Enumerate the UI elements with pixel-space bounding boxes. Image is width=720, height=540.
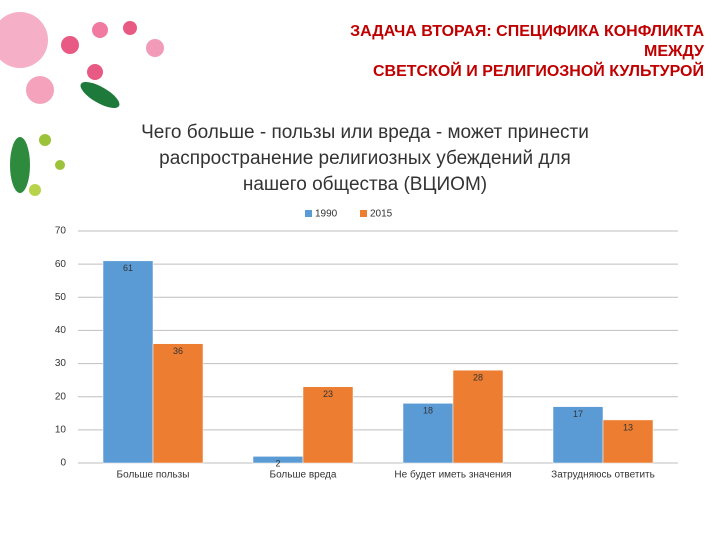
x-tick-label: Больше вреда: [270, 470, 337, 481]
slide-title: ЗАДАЧА ВТОРАЯ: СПЕЦИФИКА КОНФЛИКТА МЕЖДУ…: [264, 22, 704, 82]
decoration: [0, 12, 164, 196]
bar: [102, 260, 154, 464]
chart-title: Чего больше - пользы или вреда - может п…: [141, 122, 589, 195]
x-tick-label: Больше пользы: [117, 470, 190, 481]
data-label: 36: [173, 346, 183, 356]
y-tick-label: 10: [55, 424, 67, 435]
y-tick-label: 20: [55, 391, 67, 402]
y-tick-label: 40: [55, 325, 67, 336]
data-label: 13: [623, 422, 633, 432]
y-tick-label: 60: [55, 259, 67, 270]
slide-title-line: МЕЖДУ: [643, 43, 704, 60]
data-label: 28: [473, 373, 483, 383]
slide-title-line: ЗАДАЧА ВТОРАЯ: СПЕЦИФИКА КОНФЛИКТА: [350, 23, 704, 40]
slide-title-line: СВЕТСКОЙ И РЕЛИГИОЗНОЙ КУЛЬТУРОЙ: [372, 63, 704, 80]
data-label: 23: [323, 389, 333, 399]
legend-label: 2015: [370, 209, 393, 220]
bar: [302, 386, 354, 464]
y-tick-label: 0: [60, 458, 66, 469]
data-label: 17: [573, 409, 583, 419]
bar: [152, 343, 204, 464]
bar: [402, 403, 454, 464]
x-tick-label: Не будет иметь значения: [394, 469, 511, 481]
x-tick-label: Затрудняюсь ответить: [551, 470, 655, 481]
legend-swatch: [305, 210, 312, 217]
legend-label: 1990: [315, 209, 338, 220]
data-label: 18: [423, 406, 433, 416]
data-label: 2: [275, 459, 280, 469]
bar: [602, 419, 654, 464]
y-tick-label: 70: [55, 226, 67, 237]
y-tick-label: 30: [55, 358, 67, 369]
data-label: 61: [123, 263, 133, 273]
bar: [452, 369, 504, 464]
bar: [552, 406, 604, 464]
legend-swatch: [360, 210, 367, 217]
y-tick-label: 50: [55, 292, 67, 303]
